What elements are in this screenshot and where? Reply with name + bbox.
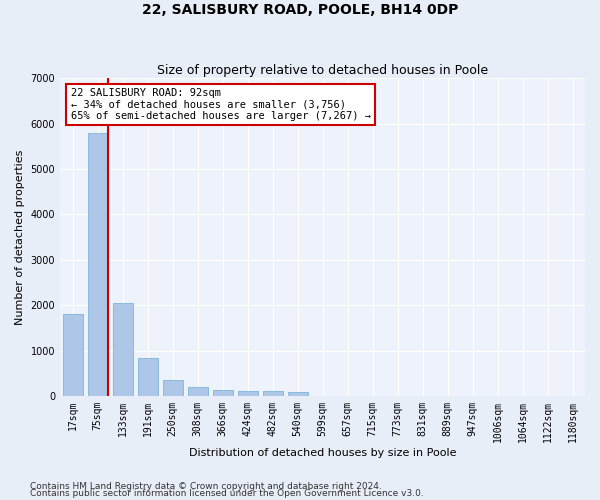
Title: Size of property relative to detached houses in Poole: Size of property relative to detached ho…	[157, 64, 488, 77]
Text: Contains HM Land Registry data © Crown copyright and database right 2024.: Contains HM Land Registry data © Crown c…	[30, 482, 382, 491]
Bar	[238, 391, 257, 396]
Text: Contains public sector information licensed under the Open Government Licence v3: Contains public sector information licen…	[30, 489, 424, 498]
X-axis label: Distribution of detached houses by size in Poole: Distribution of detached houses by size …	[189, 448, 456, 458]
Bar	[263, 391, 283, 396]
Bar	[287, 392, 308, 396]
Bar	[88, 132, 107, 396]
Text: 22, SALISBURY ROAD, POOLE, BH14 0DP: 22, SALISBURY ROAD, POOLE, BH14 0DP	[142, 2, 458, 16]
Bar	[188, 387, 208, 396]
Text: 22 SALISBURY ROAD: 92sqm
← 34% of detached houses are smaller (3,756)
65% of sem: 22 SALISBURY ROAD: 92sqm ← 34% of detach…	[71, 88, 371, 121]
Bar	[163, 380, 182, 396]
Bar	[137, 358, 158, 396]
Bar	[113, 303, 133, 396]
Y-axis label: Number of detached properties: Number of detached properties	[15, 150, 25, 325]
Bar	[62, 314, 83, 396]
Bar	[212, 390, 233, 396]
